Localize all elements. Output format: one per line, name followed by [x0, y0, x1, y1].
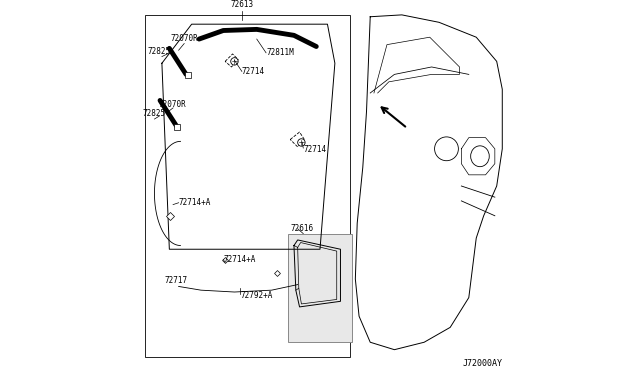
Text: 72714: 72714	[242, 67, 265, 76]
Text: 72714: 72714	[303, 145, 326, 154]
Bar	[174, 124, 180, 130]
Text: 72792+A: 72792+A	[240, 291, 273, 300]
Text: 72616: 72616	[291, 224, 314, 233]
Text: 72070R: 72070R	[158, 100, 186, 109]
Text: 72714+A: 72714+A	[179, 198, 211, 207]
Text: 72811M: 72811M	[266, 48, 294, 57]
Text: 72714+A: 72714+A	[223, 255, 255, 264]
Text: 72613: 72613	[230, 0, 253, 9]
Circle shape	[298, 139, 305, 146]
Text: J72000AY: J72000AY	[462, 359, 502, 368]
Text: 72825: 72825	[142, 109, 165, 118]
Bar	[145, 15, 349, 357]
Circle shape	[231, 58, 238, 65]
Bar	[185, 72, 191, 78]
Bar	[289, 234, 351, 342]
Text: 72070R: 72070R	[170, 34, 198, 43]
Text: 72825: 72825	[147, 47, 170, 56]
Text: 72717: 72717	[164, 276, 188, 285]
